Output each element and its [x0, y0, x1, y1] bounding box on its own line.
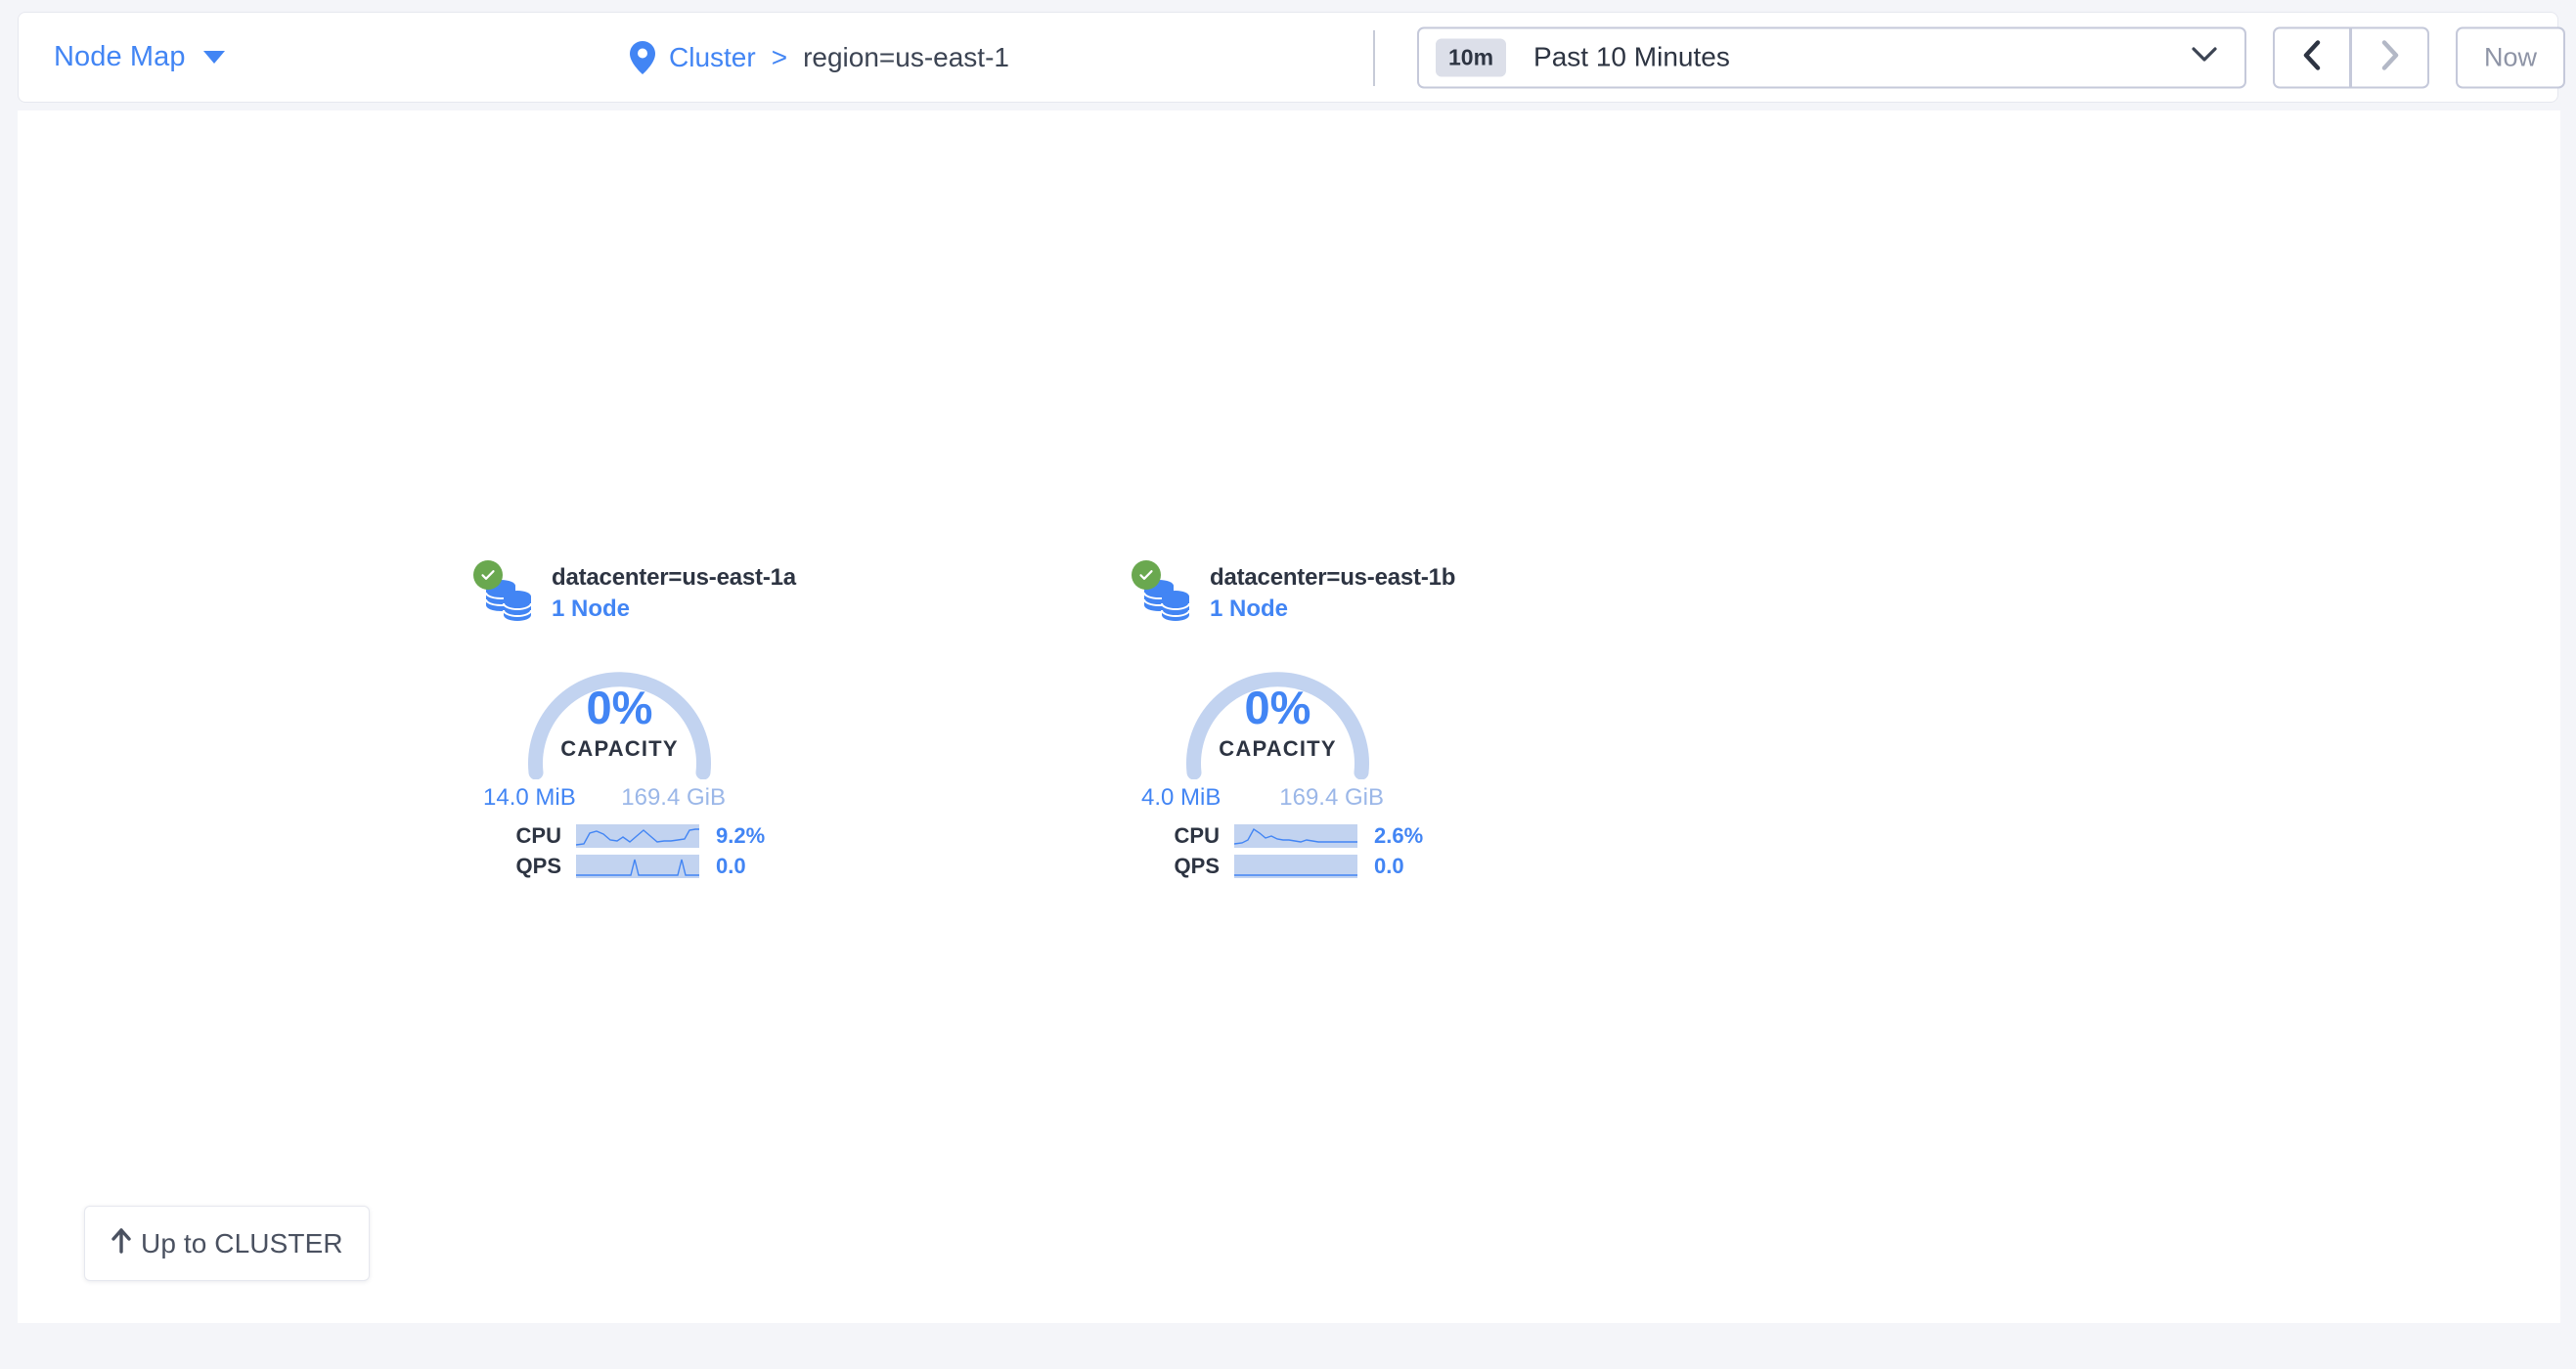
- metric-label: CPU: [515, 822, 561, 848]
- chevron-down-icon: [202, 51, 225, 64]
- node-group-card[interactable]: datacenter=us-east-1b 1 Node 0% CAPACITY…: [1132, 560, 1468, 881]
- capacity-label: CAPACITY: [560, 736, 679, 761]
- capacity-gauge: 0% CAPACITY: [514, 647, 725, 780]
- qps-sparkline: [1234, 854, 1357, 878]
- metric-value: 0.0: [1374, 853, 1404, 878]
- time-controls: 10m Past 10 Minutes Now: [1417, 26, 2565, 88]
- node-group-header: datacenter=us-east-1a 1 Node: [473, 560, 810, 631]
- view-selector-label: Node Map: [54, 41, 186, 72]
- metric-row: QPS 0.0: [1161, 851, 1468, 881]
- node-map-canvas: datacenter=us-east-1a 1 Node 0% CAPACITY…: [18, 110, 2560, 1323]
- up-to-cluster-label: Up to CLUSTER: [141, 1227, 343, 1259]
- chevron-left-icon: [2302, 39, 2322, 75]
- metrics-list: CPU 2.6% QPS 0.0: [1161, 820, 1468, 881]
- check-circle-icon: [473, 560, 503, 590]
- next-time-button[interactable]: [2351, 26, 2429, 88]
- capacity-used: 14.0 MiB: [483, 784, 576, 811]
- now-button[interactable]: Now: [2456, 26, 2565, 88]
- prev-time-button[interactable]: [2273, 26, 2351, 88]
- metric-value: 2.6%: [1374, 822, 1424, 848]
- time-range-select[interactable]: 10m Past 10 Minutes: [1417, 26, 2246, 88]
- location-pin-icon: [630, 40, 655, 74]
- time-step-buttons: [2273, 26, 2429, 88]
- toolbar-divider: [1373, 30, 1375, 86]
- node-group-name: datacenter=us-east-1a: [552, 564, 796, 591]
- qps-sparkline: [576, 854, 699, 878]
- chevron-right-icon: [2380, 39, 2400, 75]
- chevron-down-icon: [2192, 47, 2217, 67]
- metric-value: 9.2%: [716, 822, 766, 848]
- view-selector-dropdown[interactable]: Node Map: [54, 41, 225, 73]
- metric-value: 0.0: [716, 853, 746, 878]
- node-group-titles: datacenter=us-east-1b 1 Node: [1210, 562, 1455, 623]
- breadcrumb-separator: >: [771, 41, 788, 72]
- metric-row: CPU 2.6%: [1161, 820, 1468, 851]
- database-stack-icon: [1132, 560, 1196, 627]
- breadcrumb-root-link[interactable]: Cluster: [669, 41, 756, 72]
- capacity-label: CAPACITY: [1219, 736, 1337, 761]
- breadcrumb-current: region=us-east-1: [803, 41, 1009, 72]
- toolbar: Node Map Cluster > region=us-east-1 10m …: [18, 12, 2565, 103]
- node-group-count: 1 Node: [1210, 596, 1289, 622]
- node-group-name: datacenter=us-east-1b: [1210, 564, 1456, 591]
- capacity-values: 14.0 MiB 169.4 GiB: [483, 784, 726, 812]
- metric-row: CPU 9.2%: [503, 820, 810, 851]
- breadcrumb: Cluster > region=us-east-1: [630, 40, 1009, 74]
- metrics-list: CPU 9.2% QPS 0.0: [503, 820, 810, 881]
- node-group-count: 1 Node: [552, 596, 631, 622]
- arrow-up-icon: [111, 1228, 132, 1259]
- node-group-header: datacenter=us-east-1b 1 Node: [1132, 560, 1468, 631]
- capacity-percent: 0%: [1244, 682, 1311, 733]
- up-to-cluster-button[interactable]: Up to CLUSTER: [84, 1206, 370, 1281]
- database-stack-icon: [473, 560, 538, 627]
- node-group-card[interactable]: datacenter=us-east-1a 1 Node 0% CAPACITY…: [473, 560, 810, 881]
- metric-label: QPS: [1174, 853, 1220, 878]
- time-range-badge: 10m: [1436, 38, 1507, 76]
- metric-label: CPU: [1174, 822, 1220, 848]
- cpu-sparkline: [1234, 823, 1357, 848]
- capacity-used: 4.0 MiB: [1141, 784, 1221, 811]
- check-circle-icon: [1132, 560, 1161, 590]
- now-button-label: Now: [2483, 42, 2537, 71]
- metric-row: QPS 0.0: [503, 851, 810, 881]
- capacity-total: 169.4 GiB: [621, 784, 726, 811]
- time-range-label: Past 10 Minutes: [1533, 41, 1730, 72]
- capacity-percent: 0%: [586, 682, 653, 733]
- capacity-total: 169.4 GiB: [1279, 784, 1384, 811]
- capacity-values: 4.0 MiB 169.4 GiB: [1141, 784, 1384, 812]
- node-group-titles: datacenter=us-east-1a 1 Node: [552, 562, 796, 623]
- capacity-gauge: 0% CAPACITY: [1173, 647, 1383, 780]
- cpu-sparkline: [576, 823, 699, 848]
- metric-label: QPS: [515, 853, 561, 878]
